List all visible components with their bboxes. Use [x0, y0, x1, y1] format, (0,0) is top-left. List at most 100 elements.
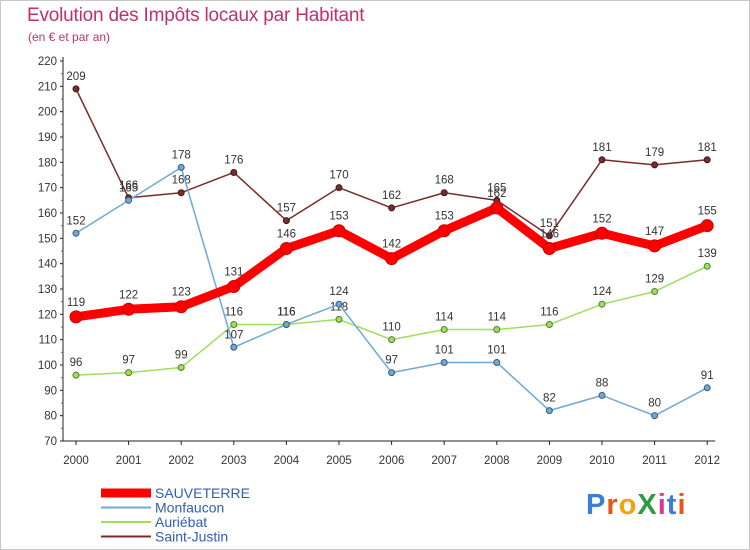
data-label-auriebat: 110 — [382, 322, 400, 334]
data-point-monfaucon — [598, 391, 606, 399]
x-tick-label: 2011 — [642, 455, 667, 467]
data-point-monfaucon — [388, 369, 396, 377]
data-label-auriebat: 99 — [175, 350, 188, 362]
data-label-saint-justin: 181 — [698, 142, 717, 154]
data-point-saint-justin — [230, 168, 238, 176]
data-point-saint-justin — [177, 189, 185, 197]
brand-logo-letter: t — [666, 489, 678, 521]
data-point-sauveterre — [279, 241, 293, 255]
data-point-sauveterre — [227, 279, 241, 293]
y-tick-label: 210 — [38, 81, 57, 93]
data-point-auriebat — [440, 326, 448, 334]
data-point-sauveterre — [385, 252, 399, 266]
data-point-monfaucon — [335, 300, 343, 308]
data-label-sauveterre: 152 — [592, 213, 611, 225]
legend-label-sauveterre: SAUVETERRE — [155, 485, 250, 501]
data-label-monfaucon: 116 — [277, 306, 295, 318]
brand-logo-letter: r — [606, 489, 619, 521]
y-tick-label: 70 — [44, 436, 57, 448]
data-label-sauveterre: 142 — [382, 239, 401, 251]
data-point-monfaucon — [230, 343, 238, 351]
data-label-monfaucon: 91 — [701, 370, 714, 382]
data-label-auriebat: 114 — [435, 312, 454, 324]
data-point-sauveterre — [437, 224, 451, 238]
data-point-sauveterre — [174, 300, 188, 314]
data-label-saint-justin: 179 — [645, 147, 664, 159]
data-point-auriebat — [72, 371, 80, 379]
data-point-saint-justin — [335, 184, 343, 192]
data-point-saint-justin — [440, 189, 448, 197]
data-label-auriebat: 129 — [645, 274, 664, 286]
data-point-auriebat — [177, 364, 185, 372]
data-point-saint-justin — [72, 85, 80, 93]
y-tick-label: 190 — [38, 132, 57, 144]
x-tick-label: 2003 — [221, 455, 247, 467]
data-label-monfaucon: 152 — [66, 215, 85, 227]
x-tick-label: 2005 — [326, 455, 352, 467]
y-tick-label: 220 — [38, 56, 57, 68]
y-tick-label: 170 — [38, 183, 57, 195]
data-label-monfaucon: 178 — [172, 149, 191, 161]
data-label-saint-justin: 166 — [119, 180, 138, 192]
data-point-sauveterre — [542, 241, 556, 255]
data-point-monfaucon — [493, 358, 501, 366]
data-label-sauveterre: 123 — [172, 287, 191, 299]
data-point-auriebat — [125, 369, 133, 377]
y-tick-label: 90 — [44, 385, 57, 397]
x-tick-label: 2008 — [484, 455, 510, 467]
data-label-auriebat: 97 — [122, 355, 135, 367]
legend-label-monfaucon: Monfaucon — [155, 500, 224, 516]
data-label-sauveterre: 146 — [277, 228, 296, 240]
legend-label-auriebat: Auriébat — [155, 514, 207, 530]
brand-logo-letter: P — [586, 489, 607, 521]
data-label-sauveterre: 153 — [435, 211, 454, 223]
data-point-saint-justin — [282, 217, 290, 225]
data-label-monfaucon: 124 — [329, 286, 349, 298]
y-tick-label: 80 — [44, 411, 57, 423]
data-label-monfaucon: 97 — [385, 355, 398, 367]
y-tick-label: 130 — [38, 284, 57, 296]
data-point-saint-justin — [598, 156, 606, 164]
data-point-auriebat — [651, 288, 659, 296]
data-point-monfaucon — [703, 384, 711, 392]
data-label-monfaucon: 88 — [596, 377, 609, 389]
data-point-monfaucon — [177, 163, 185, 171]
data-point-auriebat — [545, 320, 553, 328]
brand-logo-letter: X — [637, 489, 658, 521]
data-label-saint-justin: 162 — [382, 190, 401, 202]
data-label-auriebat: 114 — [488, 312, 507, 324]
data-point-monfaucon — [282, 320, 290, 328]
y-tick-label: 180 — [38, 157, 57, 169]
data-label-monfaucon: 82 — [543, 393, 556, 405]
data-point-auriebat — [703, 262, 711, 270]
data-point-sauveterre — [700, 219, 714, 233]
data-label-monfaucon: 101 — [435, 344, 454, 356]
data-label-saint-justin: 176 — [224, 154, 243, 166]
data-point-sauveterre — [332, 224, 346, 238]
data-point-monfaucon — [125, 196, 133, 204]
data-point-saint-justin — [388, 204, 396, 212]
x-tick-label: 2010 — [589, 455, 615, 467]
data-label-saint-justin: 157 — [277, 203, 296, 215]
data-label-auriebat: 116 — [225, 306, 243, 318]
x-tick-label: 2001 — [116, 455, 142, 467]
data-point-auriebat — [388, 336, 396, 344]
data-point-sauveterre — [648, 239, 662, 253]
data-label-sauveterre: 147 — [645, 226, 664, 238]
data-point-auriebat — [335, 315, 343, 323]
brand-logo: ProXiti — [586, 489, 687, 522]
data-label-monfaucon: 165 — [119, 182, 138, 194]
data-point-sauveterre — [490, 201, 504, 215]
x-tick-label: 2002 — [168, 455, 194, 467]
y-tick-label: 150 — [38, 233, 57, 245]
data-point-auriebat — [493, 326, 501, 334]
data-label-auriebat: 124 — [592, 286, 612, 298]
x-tick-label: 2004 — [274, 455, 300, 467]
chart-subtitle: (en € et par an) — [28, 30, 111, 44]
data-point-monfaucon — [72, 229, 80, 237]
data-label-saint-justin: 151 — [540, 218, 559, 230]
data-label-auriebat: 139 — [698, 248, 717, 260]
x-tick-label: 2007 — [431, 455, 457, 467]
